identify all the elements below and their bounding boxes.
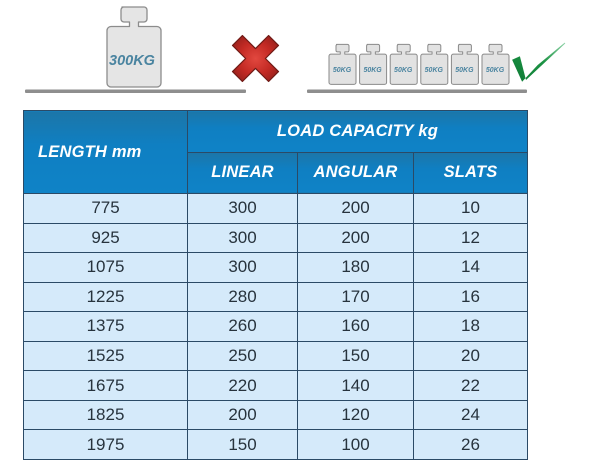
svg-text:300KG: 300KG [109, 53, 155, 69]
